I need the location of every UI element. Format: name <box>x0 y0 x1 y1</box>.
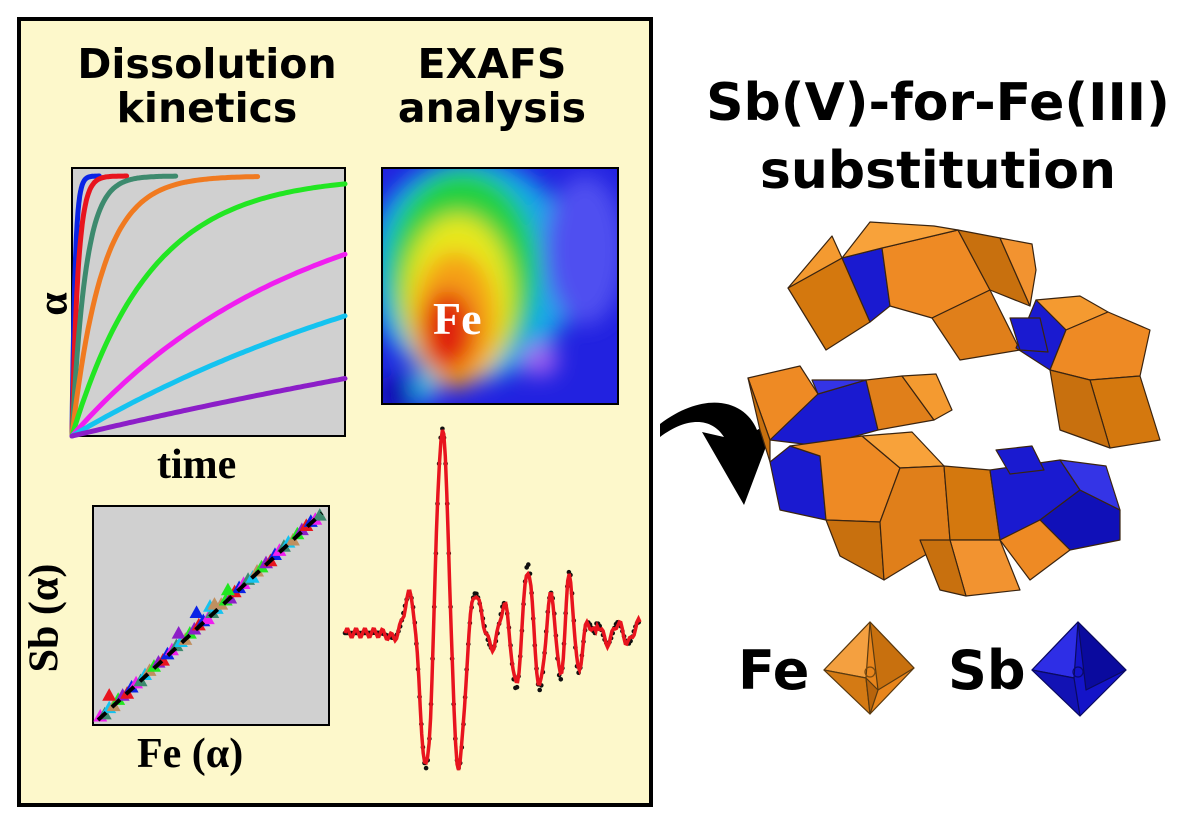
spectrum-data-point <box>423 765 429 771</box>
kinetics-curve-6 <box>69 251 348 439</box>
fe-octahedron <box>999 237 1037 307</box>
substitution-title-line1: Sb(V)-for-Fe(III) <box>706 73 1170 133</box>
kinetics-curve-2 <box>69 173 130 439</box>
spectrum-fit-curve <box>343 429 642 771</box>
heatmap-red-zone <box>422 290 474 370</box>
kinetics-curve-7 <box>69 313 348 439</box>
kinetics-heading-text: Dissolution kinetics <box>77 40 337 133</box>
scatter-point <box>207 597 222 610</box>
heatmap-lower-blue-spot <box>382 375 415 404</box>
fe-octahedron <box>901 373 953 421</box>
fe-octahedron <box>919 539 967 597</box>
kinetics-curve-8 <box>69 376 348 439</box>
sb-octahedron <box>811 379 867 395</box>
kinetics-curve-3 <box>69 173 179 439</box>
spectrum-data-point <box>558 677 564 682</box>
spectrum-data-point <box>514 684 520 690</box>
kinetics-curve-5 <box>69 181 348 439</box>
kinetics-xlabel: time <box>157 442 237 488</box>
heatmap-frame <box>381 167 619 405</box>
substitution-title-line2: substitution <box>759 140 1117 201</box>
fe-octahedron <box>787 235 843 289</box>
scatter-point <box>102 688 117 701</box>
scatter-point <box>189 605 204 618</box>
scatter-point <box>312 508 327 521</box>
fe-octahedron <box>841 221 959 259</box>
heatmap-cyan-spot <box>413 367 437 403</box>
substitution-title: Sb(V)-for-Fe(III) substitution <box>676 70 1200 205</box>
heatmap-fe-annotation: Fe <box>433 293 482 344</box>
sb-octahedron <box>995 445 1045 475</box>
arrow-shape <box>660 402 776 505</box>
fe-octahedron <box>1049 369 1111 449</box>
scatter-fit-line <box>96 511 324 722</box>
exafs-heading-text: EXAFS analysis <box>397 40 587 133</box>
exafs-heading: EXAFS analysis <box>392 42 592 131</box>
kinetics-heading: Dissolution kinetics <box>42 42 372 131</box>
kinetics-curve-4 <box>69 174 261 439</box>
legend-fe-label: Fe <box>738 639 810 702</box>
heatmap-mid-blue-zone <box>545 175 618 325</box>
heatmap-magenta-spot <box>522 344 558 376</box>
fe-octahedron <box>999 519 1071 581</box>
scatter-xlabel: Fe (α) <box>137 731 244 777</box>
sb-octahedron <box>1009 317 1049 353</box>
spectrum-data-point <box>526 562 531 567</box>
kinetics-curve-1 <box>69 173 102 439</box>
spectrum-data-point <box>537 687 542 693</box>
scatter-point <box>171 626 186 639</box>
sb-octahedron <box>1059 459 1121 511</box>
spectrum-data-point <box>474 591 479 597</box>
legend-sb-label: Sb <box>948 639 1026 702</box>
scatter-point <box>220 582 235 596</box>
